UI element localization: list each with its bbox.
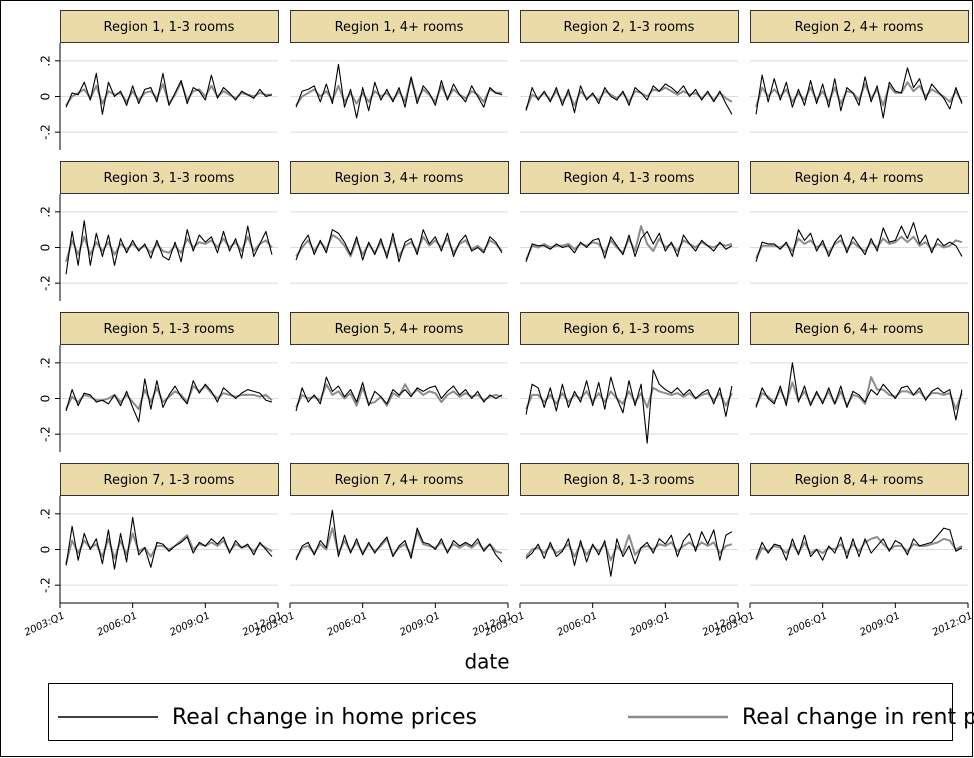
x-axis-label: date <box>464 650 509 674</box>
y-tick-label: -.2 <box>39 124 53 140</box>
y-tick-label: 0 <box>39 93 53 101</box>
strip <box>750 10 969 43</box>
series-line <box>295 376 503 412</box>
series-line <box>755 221 963 262</box>
series-line <box>525 369 733 444</box>
series-line <box>295 509 503 563</box>
y-tick-label: 0 <box>39 395 53 403</box>
strip <box>60 161 279 194</box>
strip <box>60 10 279 43</box>
strip <box>290 312 509 345</box>
panel-title: Region 4, 1-3 rooms <box>564 171 695 186</box>
series-line <box>65 516 273 570</box>
panel-title: Region 5, 4+ rooms <box>335 322 464 337</box>
panel-title: Region 3, 4+ rooms <box>335 171 464 186</box>
series-line <box>65 532 273 565</box>
panel-title: Region 2, 4+ rooms <box>795 20 924 35</box>
series-line <box>525 529 733 577</box>
panel-title: Region 3, 1-3 rooms <box>104 171 235 186</box>
y-tick-label: 0 <box>39 546 53 554</box>
series-line <box>295 383 503 408</box>
series-line <box>295 234 503 258</box>
strip <box>60 312 279 345</box>
panel-title: Region 1, 4+ rooms <box>335 20 464 35</box>
panel-title: Region 4, 4+ rooms <box>795 171 924 186</box>
series-line <box>755 362 963 421</box>
strip <box>750 161 969 194</box>
y-tick-label: 0 <box>39 244 53 252</box>
y-tick-label: .2 <box>39 357 53 368</box>
strip <box>290 463 509 496</box>
panel-title: Region 6, 4+ rooms <box>795 322 924 337</box>
panel-title: Region 5, 1-3 rooms <box>104 322 235 337</box>
series-line <box>65 378 273 423</box>
y-tick-label: .2 <box>39 206 53 217</box>
strip <box>520 10 739 43</box>
series-line <box>525 230 733 262</box>
panel-title: Region 1, 1-3 rooms <box>104 20 235 35</box>
series-line <box>755 527 963 561</box>
series-line <box>755 67 963 119</box>
strip <box>520 161 739 194</box>
panel-title: Region 8, 4+ rooms <box>795 473 924 488</box>
strip <box>750 463 969 496</box>
strip <box>750 312 969 345</box>
strip <box>60 463 279 496</box>
series-line <box>65 220 273 275</box>
series-line <box>295 229 503 263</box>
legend-box <box>48 683 953 741</box>
panel-title: Region 6, 1-3 rooms <box>564 322 695 337</box>
legend-label: Real change in home prices <box>172 705 477 730</box>
series-line <box>525 83 733 115</box>
y-tick-label: .2 <box>39 508 53 519</box>
legend-label: Real change in rent prices <box>742 705 974 730</box>
series-line <box>755 235 963 259</box>
series-line <box>295 527 503 559</box>
y-tick-label: -.2 <box>39 426 53 442</box>
series-line <box>65 72 273 115</box>
strip <box>520 463 739 496</box>
strip <box>290 10 509 43</box>
strip <box>520 312 739 345</box>
panel-title: Region 7, 1-3 rooms <box>104 473 235 488</box>
strip <box>290 161 509 194</box>
y-tick-label: -.2 <box>39 275 53 291</box>
panel-title: Region 8, 1-3 rooms <box>564 473 695 488</box>
panel-title: Region 2, 1-3 rooms <box>564 20 695 35</box>
series-line <box>295 63 503 119</box>
y-tick-label: -.2 <box>39 577 53 593</box>
panel-title: Region 7, 4+ rooms <box>335 473 464 488</box>
y-tick-label: .2 <box>39 55 53 66</box>
